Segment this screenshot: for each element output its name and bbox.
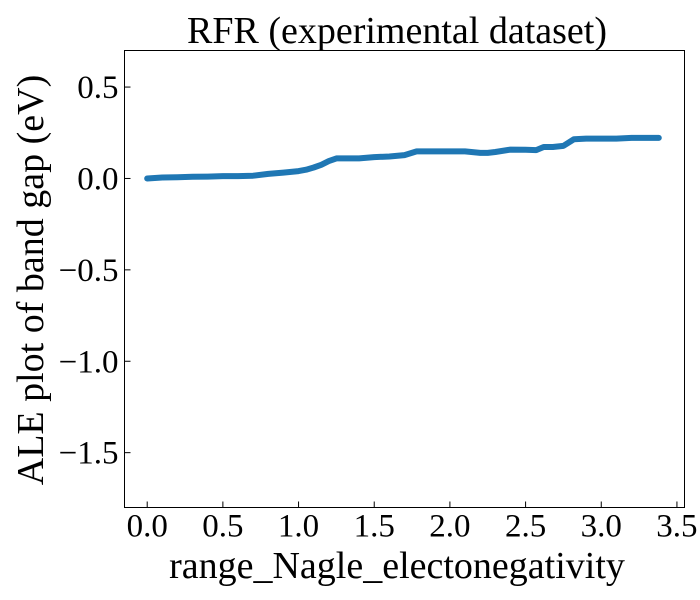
- x-tick-label: 2.0: [429, 509, 470, 545]
- x-tick-label: 2.5: [505, 509, 546, 545]
- x-tick-label: 3.5: [656, 509, 697, 545]
- series-layer: [144, 134, 662, 182]
- y-axis-ticks: 0.5 0.0 −0.5 −1.0 −1.5: [59, 70, 131, 472]
- x-tick-label: 1.5: [354, 509, 395, 545]
- y-tick-label: 0.0: [77, 161, 118, 197]
- y-tick-label: −0.5: [59, 253, 119, 289]
- chart-title: RFR (experimental dataset): [187, 10, 607, 52]
- y-tick-label: −1.0: [59, 344, 119, 380]
- x-tick-label: 0.0: [127, 509, 168, 545]
- x-tick-label: 1.0: [278, 509, 319, 545]
- y-axis-label: ALE plot of band gap (eV): [10, 75, 52, 486]
- y-tick-label: 0.5: [77, 70, 118, 106]
- x-axis-ticks: 0.0 0.5 1.0 1.5 2.0 2.5 3.0 3.5: [127, 501, 698, 545]
- y-tick-label: −1.5: [59, 436, 119, 472]
- x-axis-label: range_Nagle_electonegativity: [169, 545, 625, 587]
- ale-series-line: [144, 134, 662, 182]
- plot-area-frame: [124, 50, 685, 508]
- x-tick-label: 0.5: [202, 509, 243, 545]
- x-tick-label: 3.0: [581, 509, 622, 545]
